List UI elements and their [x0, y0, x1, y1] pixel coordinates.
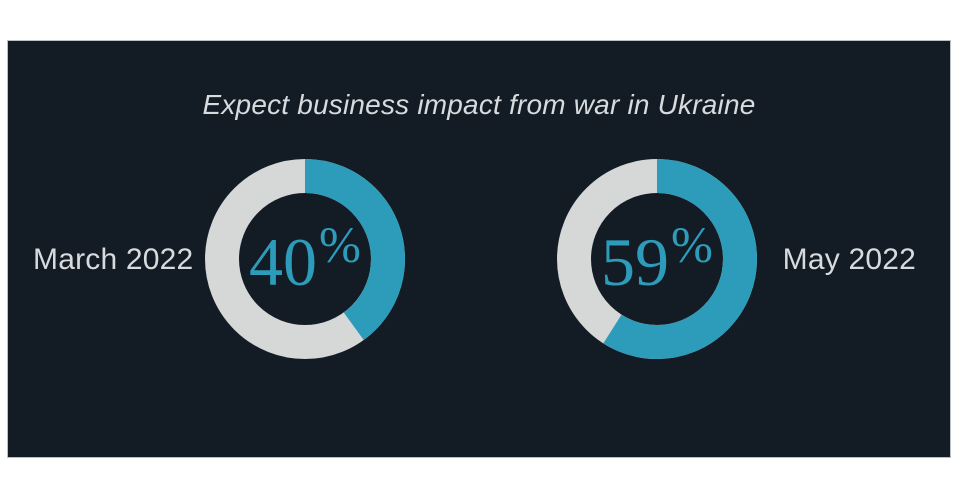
- donut-arc: [557, 159, 757, 359]
- percent-sign: %: [671, 217, 713, 274]
- chart-panel: Expect business impact from war in Ukrai…: [7, 40, 951, 458]
- donut-svg: [205, 159, 405, 359]
- donut-value-number: 40: [249, 224, 318, 300]
- donut-value: 40%: [205, 159, 405, 359]
- donut-label-may-2022: May 2022: [782, 243, 916, 276]
- donut-label-march-2022: March 2022: [33, 243, 194, 276]
- donut-arc: [205, 159, 405, 359]
- donut-value: 59%: [557, 159, 757, 359]
- donut-chart-may-2022: 59%: [557, 159, 757, 359]
- chart-title: Expect business impact from war in Ukrai…: [202, 89, 756, 120]
- donut-svg: [557, 159, 757, 359]
- donut-value-number: 59: [601, 224, 670, 300]
- percent-sign: %: [319, 217, 361, 274]
- donut-chart-march-2022: 40%: [205, 159, 405, 359]
